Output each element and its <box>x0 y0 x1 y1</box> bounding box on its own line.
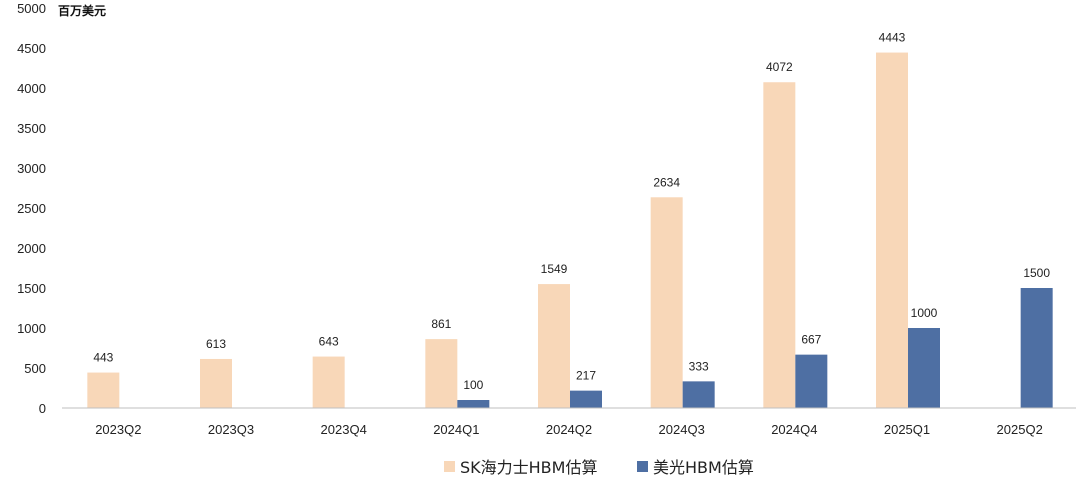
x-tick-label: 2024Q3 <box>659 422 705 437</box>
legend-label-series-0: SK海力士HBM估算 <box>460 458 597 477</box>
bar-series-1-2025Q2 <box>1020 288 1053 408</box>
legend: SK海力士HBM估算 美光HBM估算 <box>444 458 754 477</box>
x-axis: 2023Q2 2023Q3 2023Q4 2024Q1 2024Q2 2024Q3 2024… <box>95 422 1043 437</box>
legend-swatch-series-0 <box>444 461 455 472</box>
x-tick-label: 2023Q4 <box>321 422 367 437</box>
data-label-series-0-2024Q2: 1549 <box>541 262 568 276</box>
x-tick-label: 2025Q1 <box>884 422 930 437</box>
data-label-series-0-2023Q2: 443 <box>93 351 113 365</box>
bar-series-1-2024Q1 <box>457 400 490 408</box>
x-tick-label: 2023Q3 <box>208 422 254 437</box>
legend-label-series-1: 美光HBM估算 <box>653 458 754 477</box>
x-tick-label: 2024Q1 <box>433 422 479 437</box>
y-tick-label: 1000 <box>17 321 46 336</box>
data-label-series-0-2025Q1: 4443 <box>879 31 906 45</box>
y-tick-label: 3000 <box>17 161 46 176</box>
y-tick-label: 4000 <box>17 81 46 96</box>
bar-series-1-2024Q4 <box>795 354 828 408</box>
data-label-series-1-2025Q2: 1500 <box>1023 266 1050 280</box>
data-label-series-1-2025Q1: 1000 <box>911 306 938 320</box>
bar-series-0-2024Q4 <box>763 82 796 409</box>
bar-series-0-2023Q4 <box>312 356 345 408</box>
bar-series-0-2024Q2 <box>538 284 570 408</box>
bar-series-0-2025Q1 <box>876 52 908 409</box>
bar-series-1-2024Q3 <box>682 381 715 408</box>
y-tick-label: 3500 <box>17 121 46 136</box>
data-label-series-1-2024Q3: 333 <box>689 359 709 373</box>
data-label-series-1-2024Q1: 100 <box>463 378 483 392</box>
y-axis: 0 500 1000 1500 2000 2500 3000 3500 4000 4500 5000 <box>17 1 46 416</box>
data-labels-group: 443 613 643 861 1549 2634 4072 4443 100 217 333 667… <box>93 31 1050 392</box>
data-label-series-0-2023Q4: 643 <box>319 335 339 349</box>
bar-series-0-2024Q1 <box>425 339 458 408</box>
data-label-series-0-2024Q3: 2634 <box>653 175 680 189</box>
data-label-series-0-2023Q3: 613 <box>206 337 226 351</box>
data-label-series-0-2024Q4: 4072 <box>766 60 793 74</box>
data-label-series-0-2024Q1: 861 <box>431 317 451 331</box>
data-label-series-1-2024Q2: 217 <box>576 369 596 383</box>
y-tick-label: 0 <box>39 401 46 416</box>
x-tick-label: 2024Q4 <box>771 422 817 437</box>
y-tick-label: 4500 <box>17 41 46 56</box>
x-tick-label: 2025Q2 <box>997 422 1043 437</box>
y-tick-label: 1500 <box>17 281 46 296</box>
y-axis-unit-label: 百万美元 <box>58 3 106 18</box>
legend-swatch-series-1 <box>637 461 648 472</box>
bar-series-0-2023Q3 <box>200 358 232 408</box>
y-tick-label: 5000 <box>17 1 46 16</box>
data-label-series-1-2024Q4: 667 <box>801 333 821 347</box>
bars-group <box>87 52 1053 409</box>
bar-series-1-2024Q2 <box>570 390 602 408</box>
y-tick-label: 500 <box>24 361 46 376</box>
y-tick-label: 2500 <box>17 201 46 216</box>
x-tick-label: 2024Q2 <box>546 422 592 437</box>
bar-series-0-2024Q3 <box>650 197 683 408</box>
bar-series-0-2023Q2 <box>87 372 120 408</box>
y-tick-label: 2000 <box>17 241 46 256</box>
bar-series-1-2025Q1 <box>908 328 940 408</box>
x-tick-label: 2023Q2 <box>95 422 141 437</box>
